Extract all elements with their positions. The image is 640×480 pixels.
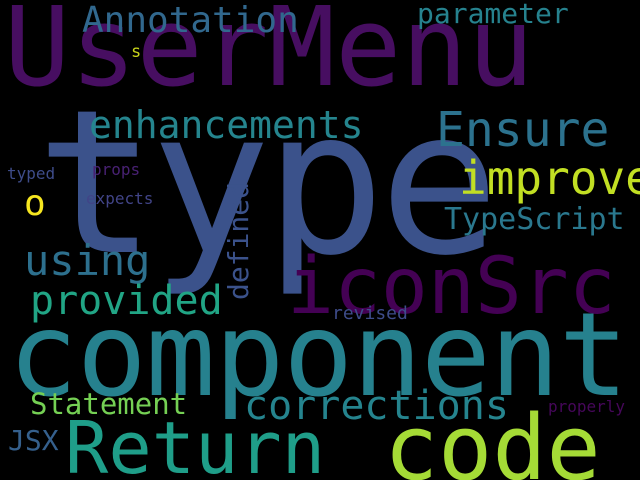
word-props: props <box>92 160 141 179</box>
word-statement: Statement <box>30 387 188 421</box>
word-enhancements: enhancements <box>89 103 364 147</box>
word-code: code <box>384 396 601 480</box>
word-typed: typed <box>7 164 56 183</box>
word-properly: properly <box>548 397 626 416</box>
word-jsx: JSX <box>8 424 59 457</box>
word-provided: provided <box>30 278 223 324</box>
word-defined: defined <box>222 181 255 300</box>
word-parameter: parameter <box>417 0 569 30</box>
word-improve: improve <box>459 151 640 205</box>
word-return: Return <box>65 406 326 480</box>
word-corrections: corrections <box>244 383 509 429</box>
word-iconsrc: iconSrc <box>287 242 616 332</box>
word-s: s <box>131 42 142 62</box>
word-expects: expects <box>86 189 154 208</box>
word-ensure: Ensure <box>436 102 610 158</box>
word-typescript: TypeScript <box>444 202 625 237</box>
word-type: type <box>36 67 500 300</box>
word-o: o <box>24 183 46 224</box>
word-revised: revised <box>332 303 408 324</box>
word-using: using <box>24 236 151 285</box>
word-usermenu: UserMenu <box>4 0 534 111</box>
word-annotation: Annotation <box>82 0 299 41</box>
word-component: component <box>8 288 629 423</box>
